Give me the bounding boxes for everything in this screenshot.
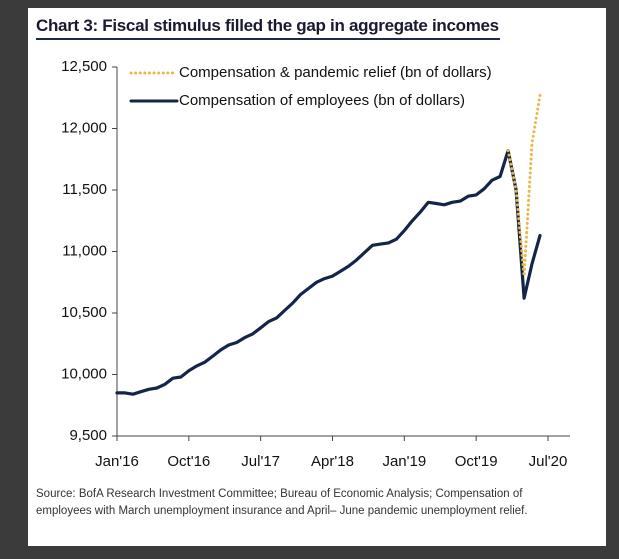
panel: Chart 3: Fiscal stimulus filled the gap … [28,8,606,546]
y-tick-label: 9,500 [69,427,107,444]
x-tick-label: Jan'16 [95,453,139,470]
title-rule [36,38,500,40]
y-tick-label: 11,000 [62,242,107,259]
y-tick-label: 12,000 [61,119,107,136]
chart: 9,500 10,000 10,500 11,000 11,500 12,000 12,50… [61,58,570,470]
series-line [115,149,542,396]
x-tick-label: Jul'17 [241,453,280,470]
source-note: Source: BofA Research Investment Committ… [36,488,528,517]
legend-label: Compensation & pandemic relief (bn of do… [179,64,492,81]
x-tick-label: Oct'19 [455,453,498,470]
x-tick-label: Jul'20 [529,453,568,470]
y-tick-label: 11,500 [62,181,107,198]
y-tick-label: 12,500 [61,58,107,75]
series-line [506,93,542,278]
chart-title: Chart 3: Fiscal stimulus filled the gap … [36,16,499,35]
y-tick-label: 10,500 [61,304,107,321]
x-tick-label: Apr'18 [311,453,354,470]
x-tick-label: Oct'16 [167,453,210,470]
x-tick-label: Jan'19 [382,453,426,470]
legend-label: Compensation of employees (bn of dollars… [179,92,465,109]
y-tick-label: 10,000 [61,365,107,382]
